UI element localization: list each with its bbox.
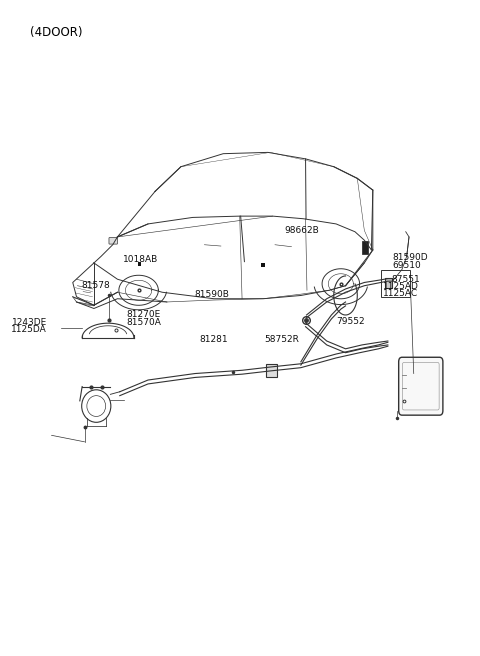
Text: 81281: 81281 <box>200 335 228 344</box>
FancyBboxPatch shape <box>399 358 443 415</box>
Text: 1125AC: 1125AC <box>383 289 418 298</box>
Text: 1018AB: 1018AB <box>123 255 158 264</box>
FancyBboxPatch shape <box>361 241 368 254</box>
Text: 81590D: 81590D <box>393 253 428 262</box>
Text: 1125DA: 1125DA <box>11 325 47 335</box>
Text: 81570A: 81570A <box>127 318 162 327</box>
Text: 1125AD: 1125AD <box>383 282 419 291</box>
Text: 1243DE: 1243DE <box>12 318 47 327</box>
Text: 79552: 79552 <box>336 317 364 326</box>
Text: 81578: 81578 <box>82 281 110 289</box>
Bar <box>381 270 410 297</box>
Text: 58752R: 58752R <box>264 335 300 344</box>
FancyBboxPatch shape <box>384 278 392 289</box>
Text: 69510: 69510 <box>393 261 421 270</box>
Text: 81270E: 81270E <box>127 310 161 319</box>
Text: 81590B: 81590B <box>194 290 229 298</box>
Text: (4DOOR): (4DOOR) <box>30 26 83 39</box>
FancyBboxPatch shape <box>138 262 142 266</box>
FancyBboxPatch shape <box>109 237 118 244</box>
FancyBboxPatch shape <box>265 364 277 377</box>
Text: 87551: 87551 <box>392 275 420 283</box>
FancyBboxPatch shape <box>261 263 264 267</box>
Text: 98662B: 98662B <box>284 226 319 235</box>
